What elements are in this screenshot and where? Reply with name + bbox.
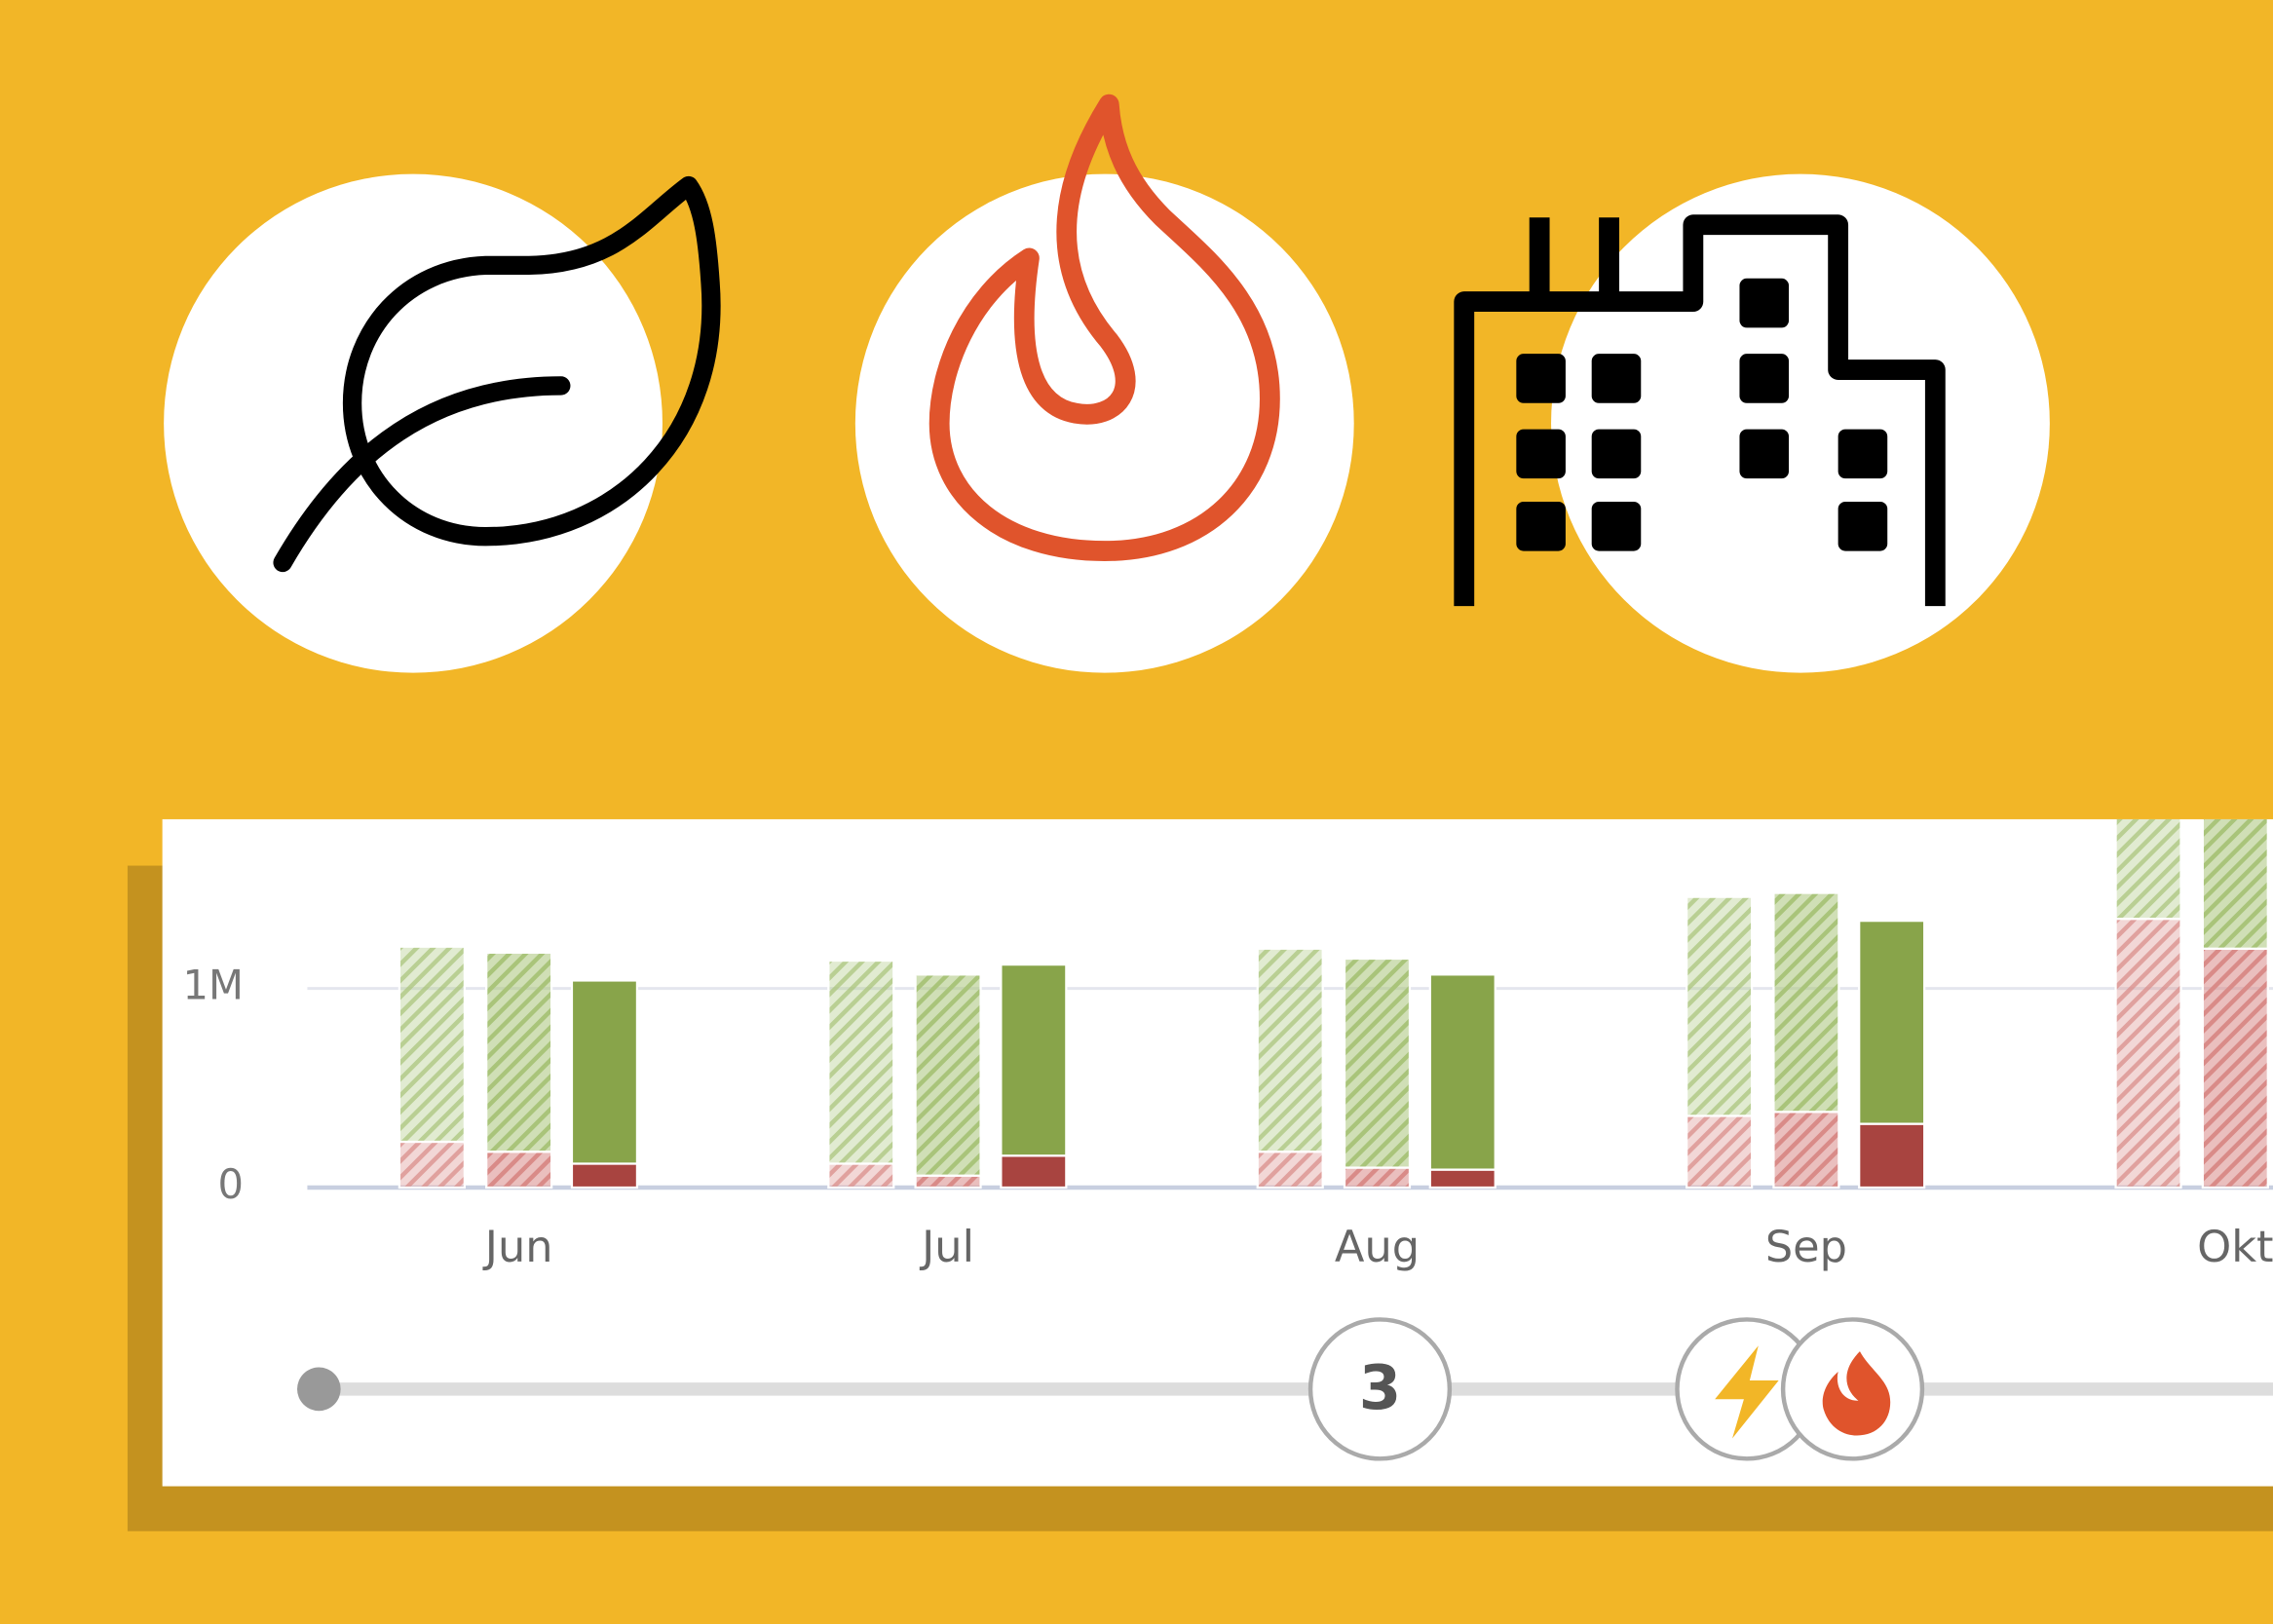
- bar-segment: [2114, 818, 2182, 921]
- bar-segment: [827, 959, 895, 1165]
- bar-segment: [914, 973, 982, 1177]
- timeline-handle[interactable]: [297, 1367, 341, 1412]
- flame-icon: [928, 94, 1280, 562]
- x-tick-label: Jul: [919, 1222, 974, 1272]
- bar-segment: [1000, 1154, 1068, 1190]
- bar-segment: [485, 1151, 553, 1190]
- leaf-icon: [273, 175, 721, 573]
- plot: [307, 818, 2273, 1190]
- bar-segment: [1343, 957, 1412, 1169]
- event-marker[interactable]: [1307, 1317, 1453, 1461]
- bar-segment: [1686, 1114, 1754, 1190]
- bar-segment: [1256, 1151, 1324, 1190]
- x-tick-label: Okt: [2197, 1222, 2273, 1272]
- icon-circle: [1551, 173, 2050, 673]
- bar-segment: [570, 979, 639, 1165]
- bar-segment: [1428, 973, 1496, 1171]
- bar-segment: [570, 1162, 639, 1190]
- bar-segment: [1772, 1111, 1840, 1190]
- bar-segment: [1686, 895, 1754, 1117]
- y-tick-label: 0: [217, 1160, 244, 1208]
- x-tick-label: Jun: [482, 1222, 553, 1272]
- bar-segment: [2201, 947, 2269, 1190]
- bar-segment: [398, 945, 466, 1144]
- bar-segment: [398, 1140, 466, 1190]
- bar-segment: [2201, 818, 2269, 950]
- bar-segment: [1428, 1168, 1496, 1190]
- bar-segment: [914, 1174, 982, 1190]
- timeline: 3: [297, 1317, 2273, 1461]
- bar-segment: [1858, 920, 1926, 1125]
- bar-segment: [1000, 963, 1068, 1157]
- lightning-icon: [1715, 1345, 1779, 1439]
- building-icon: [1454, 214, 1946, 607]
- bar-segment: [1772, 891, 1840, 1114]
- x-tick-label: Aug: [1335, 1222, 1420, 1272]
- bar-segment: [1858, 1122, 1926, 1190]
- event-count: 3: [1359, 1352, 1401, 1423]
- x-tick-label: Sep: [1765, 1222, 1847, 1272]
- flame-icon: [1822, 1351, 1891, 1436]
- bar-segment: [827, 1162, 895, 1190]
- y-tick-label: 1M: [183, 962, 244, 1009]
- bar-segment: [2114, 918, 2182, 1190]
- bar-segment: [485, 951, 553, 1153]
- bar-segment: [1256, 947, 1324, 1153]
- icons: [164, 94, 2050, 673]
- bar-segment: [1343, 1166, 1412, 1190]
